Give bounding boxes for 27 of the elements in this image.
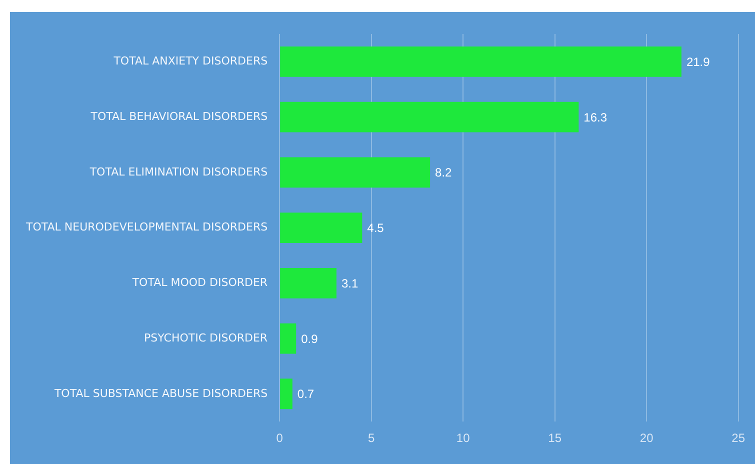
data-label: 4.5 bbox=[367, 221, 384, 236]
bar bbox=[280, 378, 292, 410]
x-tick-label: 20 bbox=[640, 431, 654, 446]
data-label: 0.9 bbox=[301, 332, 318, 346]
y-tick-label: TOTAL MOOD DISORDER bbox=[131, 276, 268, 290]
data-label: 0.7 bbox=[297, 387, 314, 402]
y-tick-label: TOTAL ELIMINATION DISORDERS bbox=[88, 165, 268, 178]
y-tick-label: TOTAL NEURODEVELOPMENTAL DISORDERS bbox=[25, 220, 268, 234]
bar bbox=[280, 212, 362, 244]
data-label: 8.2 bbox=[435, 166, 452, 180]
y-tick-label: TOTAL BEHAVIORAL DISORDERS bbox=[90, 110, 268, 123]
bar bbox=[280, 323, 296, 354]
data-label: 16.3 bbox=[584, 110, 608, 124]
x-tick-label: 5 bbox=[368, 431, 375, 446]
bar bbox=[280, 157, 430, 188]
x-tick-label: 15 bbox=[548, 431, 562, 446]
bar bbox=[280, 102, 579, 132]
data-label: 21.9 bbox=[686, 55, 710, 69]
bar bbox=[280, 268, 336, 298]
x-tick-label: 25 bbox=[732, 431, 746, 446]
x-tick-label: 0 bbox=[276, 431, 284, 446]
y-tick-label: PSYCHOTIC DISORDER bbox=[144, 331, 268, 344]
bar bbox=[280, 46, 682, 77]
data-label: 3.1 bbox=[341, 276, 358, 290]
y-tick-label: TOTAL ANXIETY DISORDERS bbox=[112, 54, 268, 68]
x-tick-label: 10 bbox=[456, 431, 470, 446]
y-tick-label: TOTAL SUBSTANCE ABUSE DISORDERS bbox=[53, 386, 268, 400]
